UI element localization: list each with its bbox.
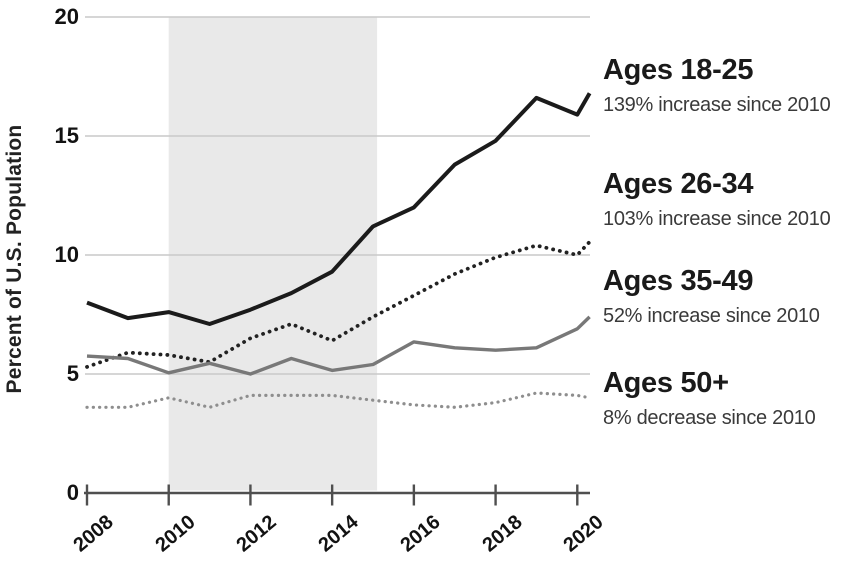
- shaded-band-2010-2015: [168, 17, 378, 491]
- series-line-ages-50-plus: [85, 391, 592, 409]
- legend-title-ages-26-34: Ages 26-34: [603, 168, 754, 200]
- legend-title-ages-18-25: Ages 18-25: [603, 54, 754, 86]
- legend-title-ages-50-plus: Ages 50+: [603, 367, 729, 399]
- y-tick-label-15: 15: [54, 123, 79, 148]
- legend-annotation-ages-35-49: 52% increase since 2010: [603, 305, 820, 327]
- y-tick-label-20: 20: [54, 4, 79, 29]
- series-line-ages-26-34: [85, 239, 592, 369]
- legend-entry-ages-35-49: Ages 35-49 52% increase since 2010: [603, 265, 851, 327]
- legend-entry-ages-26-34: Ages 26-34 103% increase since 2010: [603, 168, 851, 230]
- series-line-ages-18-25: [86, 92, 592, 326]
- y-tick-label-0: 0: [66, 480, 79, 505]
- legend-title-ages-35-49: Ages 35-49: [603, 265, 754, 297]
- y-tick-label-5: 5: [66, 361, 79, 386]
- legend-annotation-ages-26-34: 103% increase since 2010: [603, 208, 831, 230]
- y-tick-label-10: 10: [54, 242, 79, 267]
- legend-annotation-ages-18-25: 139% increase since 2010: [603, 94, 831, 116]
- series-line-ages-35-49: [86, 315, 591, 376]
- legend-annotation-ages-50-plus: 8% decrease since 2010: [603, 407, 816, 429]
- legend-entry-ages-18-25: Ages 18-25 139% increase since 2010: [603, 54, 851, 116]
- legend-entry-ages-50-plus: Ages 50+ 8% decrease since 2010: [603, 367, 851, 429]
